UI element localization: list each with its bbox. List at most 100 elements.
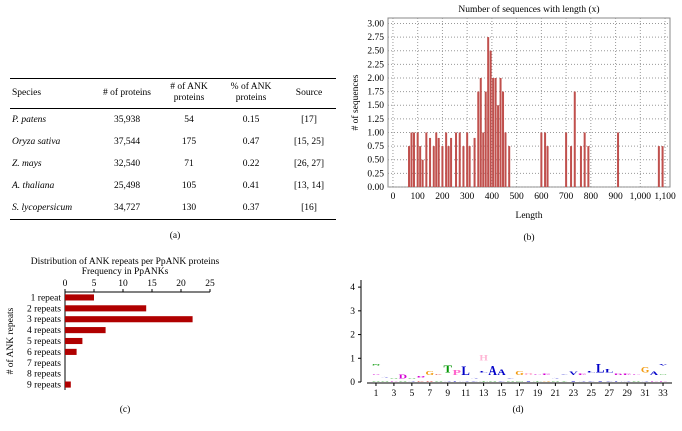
x-tick-label: 800 (584, 192, 599, 202)
column-header: # of ANK proteins (158, 78, 220, 109)
chart-title: Number of sequences with length (x) (458, 4, 599, 15)
logo-letter: N (515, 381, 524, 382)
table-cell: 0.22 (242, 158, 260, 169)
y-tick-label: 0.00 (367, 183, 384, 193)
logo-letter: P (452, 369, 461, 377)
table-cell: [16] (282, 196, 336, 220)
x-tick-label: 11 (461, 389, 470, 399)
x-tick-label: 15 (497, 389, 507, 399)
bar (65, 381, 71, 388)
bar (466, 132, 469, 187)
bar (494, 77, 497, 187)
table-cell: 105 (181, 180, 197, 191)
table-cell: Z. mays (12, 158, 42, 169)
bar (546, 146, 549, 187)
species-table: Species # of proteins # of ANK proteins% o… (10, 78, 336, 220)
y-tick-label: 0.75 (367, 142, 384, 152)
x-tick-label: 9 (445, 389, 450, 399)
x-tick-label: 27 (604, 389, 614, 399)
table-cell: Oryza sativa (12, 136, 61, 147)
chart-title: Distribution of ANK repeats per PpANK pr… (31, 256, 220, 267)
column-header: Source (282, 78, 336, 109)
table-cell: [13, 14] (293, 180, 325, 191)
bar (473, 137, 476, 187)
logo-letter: A (623, 381, 632, 382)
y-tick-label: 9 repeats (27, 381, 61, 391)
logo-letter: G (515, 369, 524, 376)
x-tick-label: 1 (374, 389, 379, 399)
x-tick-label: 0 (63, 279, 68, 289)
logo-letter: V (497, 381, 506, 382)
logo-letter: A (408, 382, 417, 383)
panel-label: (a) (170, 230, 181, 241)
bar (432, 146, 435, 187)
bar (65, 294, 94, 301)
y-tick-label: 1.00 (367, 128, 384, 138)
table-cell: 0.41 (242, 180, 260, 191)
x-tick-label: 400 (485, 192, 500, 202)
y-tick-label: 1 repeat (31, 293, 62, 303)
y-axis-label: # of ANK repeats (5, 307, 16, 374)
logo-letter: S (372, 381, 380, 382)
column-header: % of ANK proteins (220, 78, 282, 109)
x-tick-label: 17 (515, 389, 525, 399)
y-tick-label: 1 (350, 354, 355, 364)
logo-letter: K (435, 374, 444, 375)
logo-letter: S (408, 378, 417, 379)
logo-letter: E (578, 374, 587, 376)
bar (570, 146, 573, 187)
logo-letter: H (524, 372, 534, 375)
table-cell: 34,727 (96, 196, 158, 220)
bar (657, 146, 660, 187)
bar (499, 77, 502, 187)
bar (489, 50, 492, 187)
x-tick-label: 600 (534, 192, 549, 202)
bar (540, 132, 543, 187)
bar (587, 146, 590, 187)
logo-letter: L (605, 368, 614, 374)
y-tick-label: 0 (350, 378, 355, 388)
bar (458, 132, 461, 187)
logo-letter: L (461, 364, 470, 378)
bar (445, 132, 448, 187)
logo-letter: S (399, 382, 408, 383)
logo-letter: D (399, 374, 408, 381)
logo-letter: S (506, 382, 515, 383)
logo-letter: R (426, 381, 436, 382)
bar (482, 132, 485, 187)
bar (497, 105, 500, 187)
table-cell: 54 (184, 114, 194, 125)
x-axis-label: Frequency in PpANKs (82, 267, 169, 277)
logo-letter: A (650, 371, 659, 376)
table-cell: 175 (181, 136, 197, 147)
table-body: P. patens 35,938 54 0.15 [17] Oryza sativa 37,… (10, 108, 336, 220)
bar (484, 91, 487, 187)
logo-letter: L (479, 371, 488, 373)
panel-label: (b) (523, 232, 534, 243)
logo-letter: S (390, 378, 399, 379)
logo-letter: S (381, 381, 390, 382)
y-tick-label: 1.75 (367, 88, 384, 98)
bar (479, 77, 482, 187)
x-tick-label: 200 (435, 192, 450, 202)
logo-letter: V (470, 382, 479, 383)
bar (408, 146, 411, 187)
logo-letter: S (551, 382, 560, 383)
y-tick-label: 2.25 (367, 60, 384, 70)
logo-letter: A (443, 381, 452, 382)
logo-letter: N (372, 363, 382, 366)
table-cell: 35,938 (113, 114, 141, 125)
bar (565, 132, 568, 187)
bar (504, 132, 507, 187)
logo-letter: G (426, 369, 435, 376)
table-cell: [17] (301, 114, 317, 125)
bar (425, 132, 428, 187)
bar (661, 146, 664, 187)
y-tick-label: 2.75 (367, 33, 384, 43)
table-row: Oryza sativa 37,544 175 0.47 [15, 25] (10, 131, 336, 153)
x-tick-label: 33 (658, 389, 668, 399)
header-row: Species # of proteins # of ANK proteins% o… (10, 78, 336, 109)
bar (579, 146, 582, 187)
bar (492, 77, 495, 187)
